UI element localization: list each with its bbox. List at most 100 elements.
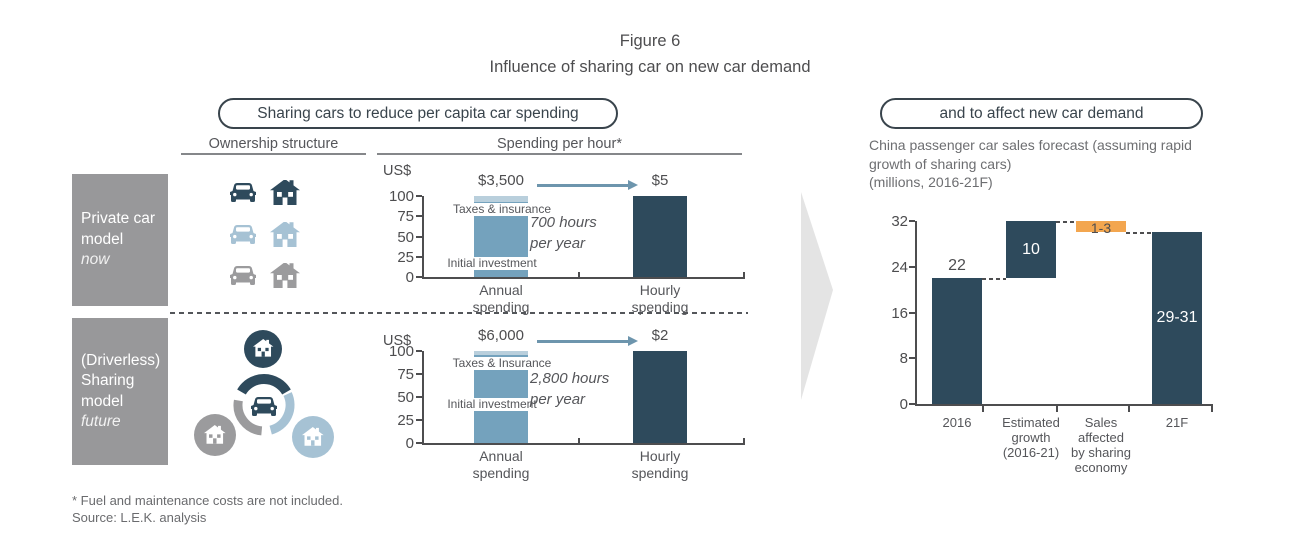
y-axis-line [422, 196, 424, 279]
x-axis-line [422, 443, 745, 445]
arrow-head-icon [628, 336, 638, 346]
footnote-asterisk: * Fuel and maintenance costs are not inc… [72, 493, 344, 508]
ring-arc-right [269, 392, 295, 435]
right-subtitle-line2: growth of sharing cars) [869, 155, 1012, 172]
x-category-label: Hourly spending [605, 282, 715, 315]
model-separator-dashed-line [170, 312, 748, 314]
x-category-label: Sales affected by sharing economy [1056, 415, 1146, 475]
hourly-spending-bar [633, 351, 687, 443]
y-tick-mark [416, 215, 422, 218]
annotation-line: per year [530, 235, 586, 252]
x-tick-mark [982, 406, 984, 412]
category-line: Estimated [1002, 415, 1060, 430]
y-tick-label: 50 [397, 228, 414, 246]
sharing-model-line3: model [81, 392, 124, 410]
y-tick-label: 75 [397, 366, 414, 383]
bar-value-label: 22 [948, 257, 966, 275]
y-tick-label: 75 [397, 208, 414, 226]
taxes-insurance-segment [474, 196, 528, 202]
taxes-insurance-segment [474, 351, 528, 355]
y-axis-unit: US$ [383, 333, 412, 349]
private-spending-chart: US$ 100 75 50 25 0 $3,500 $5 Taxes & insurance In… [380, 160, 748, 322]
y-tick-mark [416, 276, 422, 278]
waterfall-connector [982, 278, 1006, 281]
x-category-label: 2016 [912, 415, 1002, 430]
ownership-row-2 [230, 222, 300, 247]
car-icon [230, 225, 256, 244]
y-tick-label: 8 [899, 350, 908, 368]
x-category-label: Estimated growth (2016-21) [986, 415, 1076, 460]
sharing-model-line2: Sharing [81, 372, 135, 389]
category-line: spending [472, 298, 530, 315]
sharing-model-box: (Driverless) Sharing model future [72, 318, 168, 465]
right-banner-label: and to affect new car demand [939, 104, 1144, 122]
waterfall-connector [1056, 221, 1076, 223]
y-tick-mark [416, 195, 422, 197]
y-tick-mark [909, 220, 915, 222]
y-axis-line [422, 351, 424, 445]
y-tick-label: 0 [405, 269, 414, 286]
initial-investment-label: Initial investment [444, 257, 540, 270]
waterfall-bar [932, 278, 982, 404]
ownership-row-3 [230, 263, 300, 288]
y-tick-mark [909, 403, 915, 405]
x-tick-mark [578, 438, 580, 443]
category-line: by sharing [1071, 445, 1131, 460]
category-line: economy [1074, 460, 1128, 475]
annual-amount-label: $6,000 [478, 327, 524, 344]
y-tick-label: 50 [397, 389, 414, 406]
house-icon [204, 425, 226, 444]
car-sales-waterfall-chart: 32 24 16 8 0 22 10 1-3 29-31 2016 Estimated growth(… [885, 205, 1230, 490]
left-banner-pill: Sharing cars to reduce per capita car sp… [218, 98, 618, 129]
car-icon [251, 397, 277, 416]
car-icon [230, 266, 256, 285]
house-icon [302, 427, 324, 446]
y-tick-mark [909, 357, 915, 360]
house-icon [253, 339, 274, 357]
y-tick-mark [416, 396, 422, 398]
y-tick-mark [416, 255, 422, 258]
category-line: Hourly [639, 448, 681, 464]
waterfall-connector [1126, 232, 1152, 235]
hours-per-year-annotation: 700 hours per year [530, 212, 597, 254]
category-line: Sales [1084, 415, 1118, 430]
category-line: spending [631, 298, 689, 315]
category-line: affected [1077, 430, 1125, 445]
y-axis-line [915, 221, 917, 406]
y-tick-mark [416, 235, 422, 238]
bar-value-label: 29-31 [1156, 309, 1198, 327]
hours-per-year-annotation: 2,800 hours per year [530, 368, 609, 410]
waterfall-bar [1076, 221, 1126, 233]
x-category-label: Annual spending [446, 282, 556, 315]
ring-arc-left [233, 399, 263, 436]
hourly-amount-label: $2 [651, 327, 669, 344]
annotation-line: 2,800 hours [530, 370, 610, 387]
sharing-network-diagram [194, 330, 334, 458]
y-tick-label: 100 [388, 343, 414, 360]
y-tick-mark [416, 419, 422, 421]
category-line: Annual [479, 282, 523, 298]
taxes-insurance-label: Taxes & insurance [449, 203, 555, 216]
y-tick-label: 25 [397, 412, 414, 429]
hourly-amount-label: $5 [651, 172, 669, 189]
annotation-line: per year [530, 391, 586, 408]
between-bars-arrow [537, 184, 629, 187]
figure-number: Figure 6 [619, 32, 681, 50]
hourly-spending-bar [633, 196, 687, 277]
y-tick-label: 100 [388, 188, 414, 205]
category-line: 2016 [942, 415, 972, 430]
ownership-structure-header: Ownership structure [208, 136, 339, 152]
ownership-row-1 [230, 180, 300, 205]
sharing-spending-chart: US$ 100 75 50 25 0 $6,000 $2 Taxes & Insurance In… [380, 327, 748, 488]
right-chart-subtitle: China passenger car sales forecast (assu… [869, 136, 1239, 192]
x-category-label: Annual spending [446, 448, 556, 481]
y-tick-mark [416, 350, 422, 352]
category-line: Hourly [639, 282, 681, 298]
ownership-header-underline [181, 153, 366, 155]
spending-per-hour-header: Spending per hour* [497, 136, 622, 152]
taxes-insurance-label: Taxes & Insurance [449, 357, 555, 370]
spending-header-underline [377, 153, 742, 155]
y-tick-label: 32 [891, 213, 908, 230]
y-tick-label: 24 [891, 258, 908, 276]
